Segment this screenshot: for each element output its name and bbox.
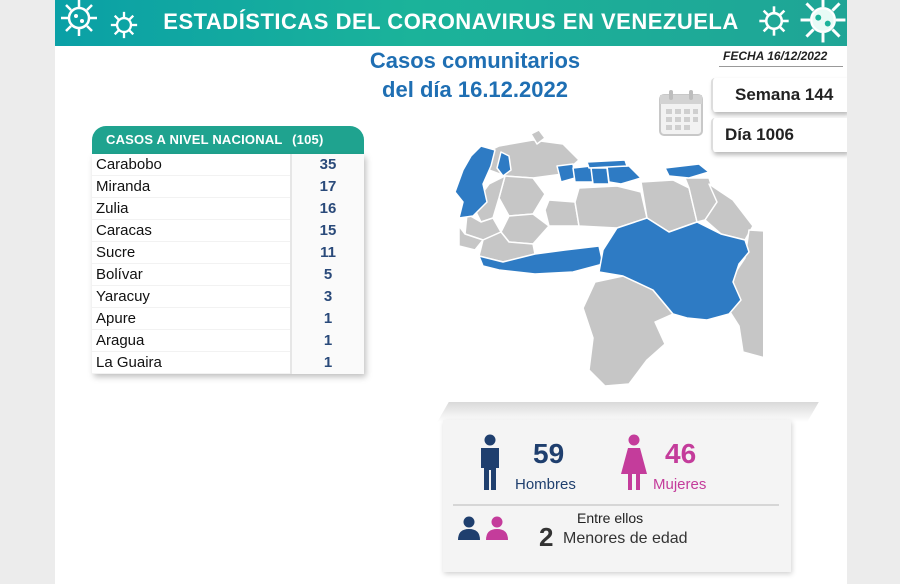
minors-icon — [458, 516, 508, 540]
cases-table-total: (105) — [292, 132, 324, 147]
men-count: 59 — [533, 438, 565, 469]
state-cases: 16 — [290, 198, 364, 220]
state-name: Zulia — [92, 198, 290, 220]
map-region-la-guaira — [586, 159, 628, 169]
virus-icon — [800, 0, 846, 43]
state-cases: 35 — [290, 154, 364, 176]
stats-panel-shadow — [437, 402, 819, 422]
state-name: Yaracuy — [92, 286, 290, 308]
map-region-zulia — [454, 145, 496, 219]
page-subtitle: Casos comunitarios del día 16.12.2022 — [325, 46, 625, 104]
virus-icon — [110, 11, 138, 39]
week-counter: Semana 144 — [711, 78, 847, 112]
state-name: La Guaira — [92, 352, 290, 374]
map-region-aragua — [590, 167, 610, 185]
virus-icon — [61, 0, 97, 36]
table-row: Caracas 15 — [92, 220, 364, 242]
infographic: ESTADÍSTICAS DEL CORONAVIRUS EN VENEZUEL… — [55, 0, 847, 584]
table-row: Sucre 11 — [92, 242, 364, 264]
state-cases: 17 — [290, 176, 364, 198]
demographics-panel: 59 Hombres 46 Mujeres Entre ellos 2 Meno… — [443, 420, 791, 572]
state-cases: 1 — [290, 352, 364, 374]
cases-table-body: Carabobo 35 Miranda 17 Zulia 16 Caracas 15 S… — [92, 154, 364, 374]
among-label: Entre ellos — [577, 510, 644, 526]
subtitle-line-1: Casos comunitarios — [369, 48, 581, 73]
stats-divider — [453, 504, 779, 506]
state-cases: 3 — [290, 286, 364, 308]
day-counter: Día 1006 — [711, 118, 847, 152]
map-region-tachira — [458, 225, 484, 251]
map-region-zulia-lake — [496, 151, 512, 177]
map-region-yaracuy — [556, 163, 576, 183]
state-name: Carabobo — [92, 154, 290, 176]
cases-table-title: CASOS A NIVEL NACIONAL — [106, 132, 283, 147]
state-cases: 1 — [290, 308, 364, 330]
table-row: Zulia 16 — [92, 198, 364, 220]
women-count: 46 — [665, 438, 697, 469]
state-name: Bolívar — [92, 264, 290, 286]
table-row: Bolívar 5 — [92, 264, 364, 286]
state-name: Miranda — [92, 176, 290, 198]
man-icon — [481, 434, 499, 490]
banner-title: ESTADÍSTICAS DEL CORONAVIRUS EN VENEZUEL… — [163, 9, 739, 34]
men-label: Hombres — [515, 476, 576, 493]
state-name: Sucre — [92, 242, 290, 264]
state-name: Aragua — [92, 330, 290, 352]
calendar-icon — [659, 90, 703, 136]
table-row: Aragua 1 — [92, 330, 364, 352]
state-name: Apure — [92, 308, 290, 330]
state-cases: 11 — [290, 242, 364, 264]
state-cases: 1 — [290, 330, 364, 352]
map-region-miranda — [606, 165, 642, 185]
woman-icon — [621, 434, 647, 490]
venezuela-map — [454, 129, 763, 387]
women-label: Mujeres — [653, 476, 707, 493]
minors-count: 2 — [539, 522, 554, 552]
map-region-paraguana — [530, 129, 546, 145]
state-cases: 5 — [290, 264, 364, 286]
table-row: Apure 1 — [92, 308, 364, 330]
table-row: Carabobo 35 — [92, 154, 364, 176]
date-divider — [719, 66, 843, 67]
map-region-bolivar — [598, 217, 750, 321]
map-region-portuguesa — [500, 213, 550, 245]
report-date: FECHA 16/12/2022 — [723, 49, 828, 63]
map-region-sucre — [664, 163, 710, 179]
header-banner: ESTADÍSTICAS DEL CORONAVIRUS EN VENEZUEL… — [55, 0, 847, 46]
map-region-cojedes — [544, 199, 580, 227]
cases-table-header: CASOS A NIVEL NACIONAL (105) — [92, 126, 364, 154]
table-row: La Guaira 1 — [92, 352, 364, 374]
table-row: Miranda 17 — [92, 176, 364, 198]
minors-label: Menores de edad — [563, 530, 688, 547]
cases-table: CASOS A NIVEL NACIONAL (105) Carabobo 35 … — [92, 126, 364, 374]
map-region-lara — [498, 175, 546, 217]
state-name: Caracas — [92, 220, 290, 242]
subtitle-line-2: del día 16.12.2022 — [382, 77, 568, 102]
table-row: Yaracuy 3 — [92, 286, 364, 308]
state-cases: 15 — [290, 220, 364, 242]
virus-icon — [759, 6, 789, 36]
